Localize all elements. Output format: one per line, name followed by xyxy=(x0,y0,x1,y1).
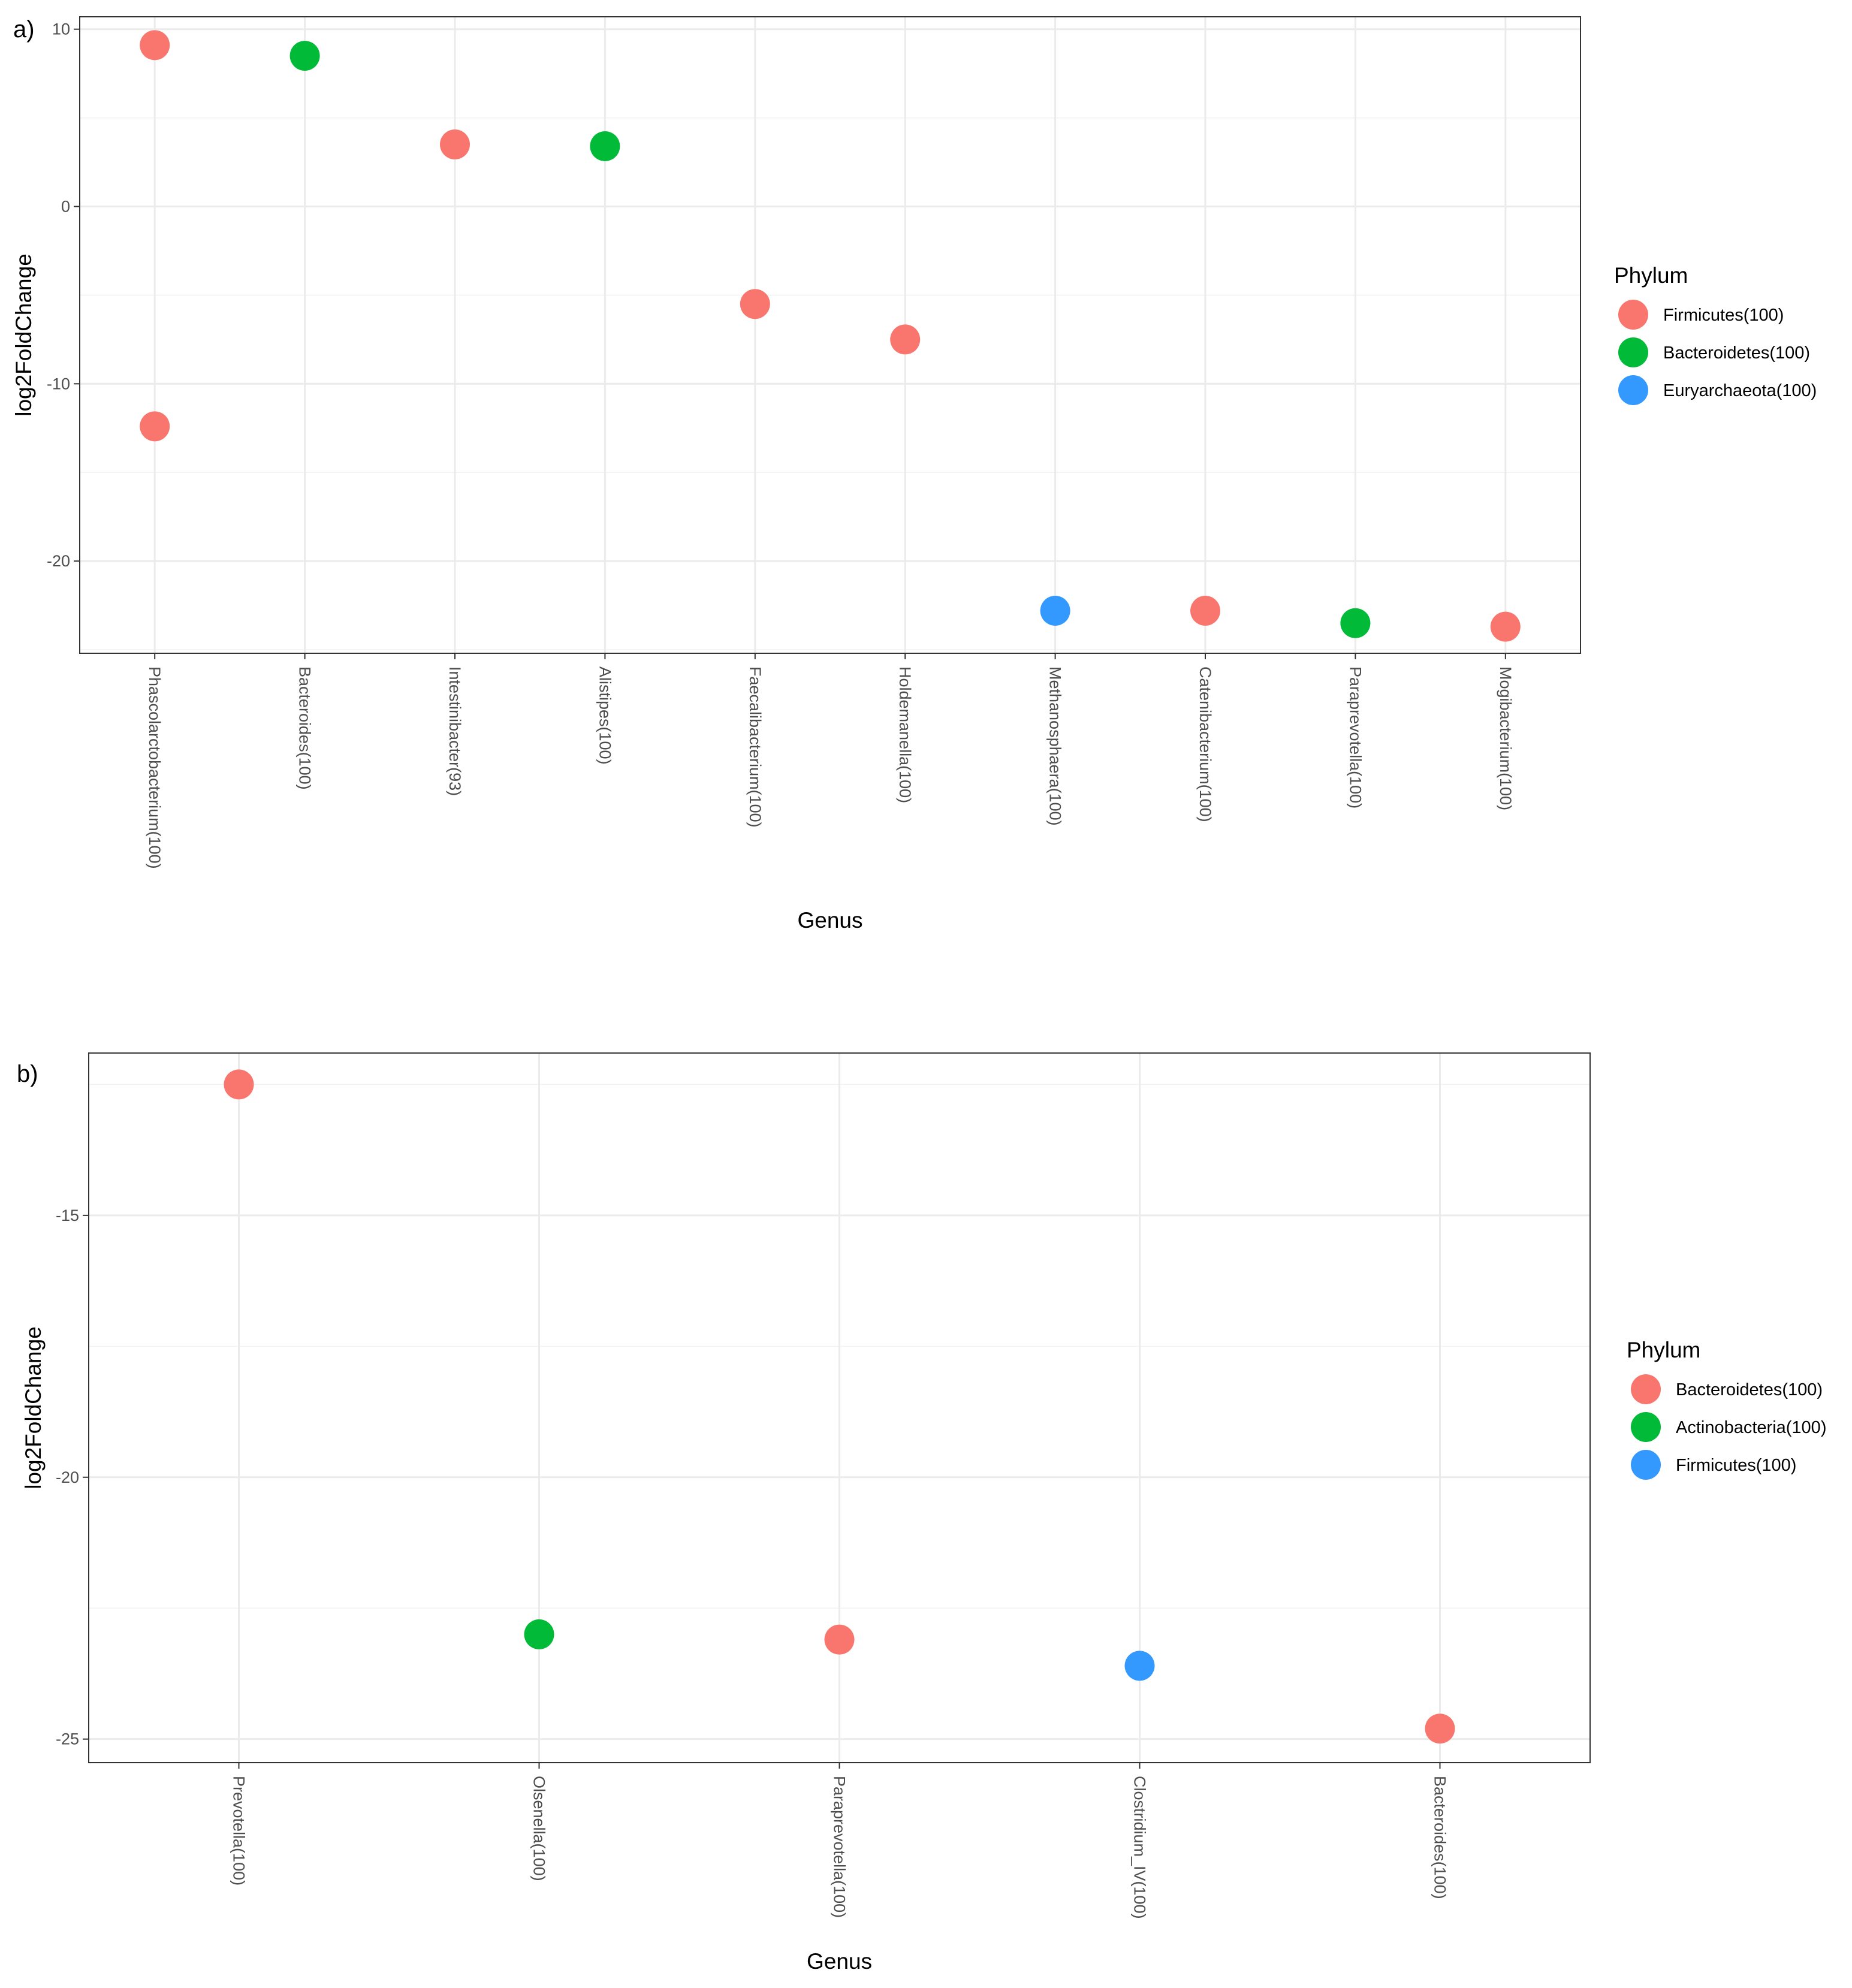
legend-key xyxy=(1631,1374,1661,1404)
data-point xyxy=(524,1619,554,1649)
x-tick-label: Bacteroides(100) xyxy=(1431,1776,1449,1899)
y-tick-label: 10 xyxy=(52,20,70,38)
x-tick-label: Catenibacterium(100) xyxy=(1196,666,1214,822)
y-tick-label: 0 xyxy=(61,198,70,216)
chart-b: -15 -20 -25 Prevotella(100) Olsenella(100) Pa… xyxy=(17,1052,1826,1974)
legend-key xyxy=(1631,1412,1661,1442)
x-tick-label: Alistipes(100) xyxy=(596,666,614,765)
y-tick-label: -25 xyxy=(56,1730,79,1748)
data-point xyxy=(1425,1714,1455,1744)
data-point xyxy=(289,41,320,71)
x-tick-label: Prevotella(100) xyxy=(230,1776,248,1886)
y-tick-label: -20 xyxy=(47,552,70,570)
legend-title: Phylum xyxy=(1627,1338,1700,1362)
data-point xyxy=(140,30,170,61)
x-tick-label: Faecalibacterium(100) xyxy=(746,666,764,828)
data-point xyxy=(740,289,770,319)
x-tick-label: Intestinibacter(93) xyxy=(446,666,464,796)
legend-label: Firmicutes(100) xyxy=(1663,306,1784,325)
legend-label: Actinobacteria(100) xyxy=(1676,1418,1826,1437)
x-tick-label: Olsenella(100) xyxy=(530,1776,548,1881)
data-point xyxy=(440,129,470,159)
legend-label: Bacteroidetes(100) xyxy=(1663,343,1810,363)
legend-key xyxy=(1631,1450,1661,1480)
x-tick-label: Mogibacterium(100) xyxy=(1497,666,1515,810)
data-point xyxy=(140,411,170,442)
x-tick-label: Clostridium_IV(100) xyxy=(1131,1776,1149,1919)
x-tick-label: Paraprevotella(100) xyxy=(831,1776,849,1918)
data-point xyxy=(1040,596,1070,626)
y-tick-label: -10 xyxy=(47,375,70,393)
data-point xyxy=(1340,608,1371,638)
x-tick-label: Methanosphaera(100) xyxy=(1046,666,1064,826)
x-axis-title: Genus xyxy=(797,908,862,933)
panel-border xyxy=(79,16,1581,654)
y-axis-title: log2FoldChange xyxy=(11,254,36,417)
data-point xyxy=(890,324,921,355)
legend-label: Bacteroidetes(100) xyxy=(1676,1380,1823,1399)
data-point xyxy=(590,131,620,161)
data-point xyxy=(824,1624,855,1655)
legend-label: Euryarchaeota(100) xyxy=(1663,381,1817,400)
y-axis-title: log2FoldChange xyxy=(21,1326,46,1489)
panel-label: a) xyxy=(13,16,35,43)
data-point xyxy=(224,1069,254,1100)
y-tick-label: -15 xyxy=(56,1206,79,1224)
legend-key xyxy=(1618,375,1648,405)
legend-key xyxy=(1618,300,1648,330)
data-point xyxy=(1490,611,1521,642)
legend-title: Phylum xyxy=(1614,263,1688,288)
x-tick-label: Bacteroides(100) xyxy=(296,666,314,790)
legend-key xyxy=(1618,337,1648,367)
legend-label: Firmicutes(100) xyxy=(1676,1456,1796,1475)
panel-label: b) xyxy=(17,1061,38,1087)
y-tick-label: -20 xyxy=(56,1468,79,1486)
data-point xyxy=(1124,1651,1155,1681)
x-tick-label: Holdemanella(100) xyxy=(896,666,914,803)
data-point xyxy=(1190,596,1220,626)
x-axis-title: Genus xyxy=(807,1949,872,1974)
chart-a: 10 0 -10 -20 Phascolarctobacterium(100) Bacte… xyxy=(11,16,1817,933)
x-tick-label: Paraprevotella(100) xyxy=(1346,666,1364,809)
x-tick-label: Phascolarctobacterium(100) xyxy=(146,666,164,869)
